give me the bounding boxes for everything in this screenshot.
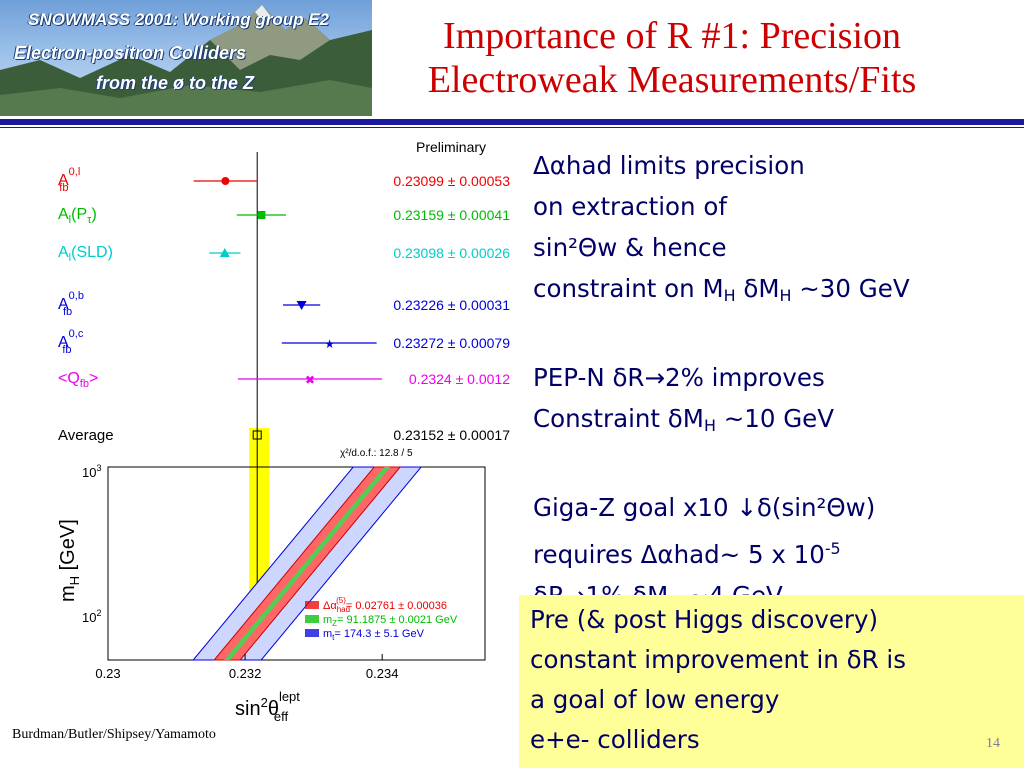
measurement-label: Al(SLD) (58, 244, 113, 264)
lower-frame (107, 466, 486, 661)
measurement-value: 0.2324 ± 0.0012 (409, 371, 510, 387)
callout-box (519, 595, 1024, 768)
bullet-1-line-3: sin²Θw & hence (533, 233, 727, 262)
banner-line-3: from the ø to the Z (96, 73, 254, 93)
title-line-2: Electroweak Measurements/Fits (427, 59, 917, 101)
data-point (257, 211, 266, 219)
banner-line-2: Electron-positron Colliders (14, 43, 247, 63)
bullet-3-line-1: Giga-Z goal x10 ↓δ(sin²Θw) (533, 493, 876, 522)
measurement-label: A0,b fb (58, 290, 84, 318)
callout-line-3: a goal of low energy (530, 685, 780, 714)
y-tick-label-bottom: 102 (82, 608, 101, 625)
mountain-landscape-image (0, 5, 372, 116)
measurement-row: Al(Pτ) 0.23159 ± 0.00041 (58, 206, 510, 226)
electroweak-fit-plot: Preliminary A0,l fb 0.23099 ± 0.00053 Al(Pτ… (57, 139, 510, 724)
average-value: 0.23152 ± 0.00017 (393, 427, 510, 443)
callout-line-4: e+e- colliders (530, 725, 700, 754)
x-axis-label: sin2θlept eff (235, 689, 300, 724)
slide-title: Importance of R #1: Precision Electrowea… (372, 14, 972, 102)
average-label: Average (58, 427, 114, 444)
measurement-label: <Qfb> (58, 370, 98, 390)
bullet-text: Δαhad limits precision on extraction of … (533, 145, 1023, 623)
measurement-row: Al(SLD) 0.23098 ± 0.00026 (58, 244, 510, 264)
legend-entry: Δαhad(5)= 0.02761 ± 0.00036 (323, 596, 447, 614)
title-line-1: Importance of R #1: Precision (442, 15, 901, 57)
mz-band (224, 467, 391, 660)
x-tick-label: 0.234 (366, 666, 399, 681)
bullet-2-line-2: Constraint δMH ~10 GeV (533, 404, 835, 435)
measurement-row: <Qfb> ✖ 0.2324 ± 0.0012 (58, 370, 510, 390)
average-marker (252, 430, 262, 440)
legend-swatch (305, 615, 319, 623)
measurement-label: A0,l fb (58, 166, 80, 194)
measurement-value: 0.23159 ± 0.00041 (393, 207, 510, 223)
bullet-1-line-4: constraint on MH δMH ~30 GeV (533, 274, 910, 305)
callout-text: Pre (& post Higgs discovery) constant im… (530, 600, 1020, 760)
measurement-row: A0,c fb ★ 0.23272 ± 0.00079 (58, 328, 510, 356)
bullet-1-line-2: on extraction of (533, 192, 727, 221)
bullet-3-line-2: requires Δαhad~ 5 x 10-5 (533, 539, 841, 569)
data-point: ★ (324, 337, 335, 351)
banner-line-1: SNOWMASS 2001: Working group E2 (28, 10, 330, 29)
data-point (296, 301, 307, 310)
measurement-label: Al(Pτ) (58, 206, 97, 226)
author-footer: Burdman/Butler/Shipsey/Yamamoto (12, 727, 216, 742)
legend-entry: mt= 174.3 ± 5.1 GeV (323, 628, 425, 642)
preliminary-label: Preliminary (416, 139, 486, 155)
measurement-value: 0.23272 ± 0.00079 (393, 335, 510, 351)
legend-entry: mZ= 91.1875 ± 0.0021 GeV (323, 614, 458, 628)
legend-swatch (305, 629, 319, 637)
x-tick-label: 0.232 (229, 666, 262, 681)
y-tick-label-top: 103 (82, 463, 101, 480)
bullet-2-line-1: PEP-N δR→2% improves (533, 363, 825, 392)
legend-swatch (305, 601, 319, 609)
chi2-label: χ²/d.o.f.: 12.8 / 5 (340, 448, 413, 459)
title-divider (0, 119, 1024, 125)
header-banner: SNOWMASS 2001: Working group E2 Electron… (0, 0, 372, 116)
callout-line-2: constant improvement in δR is (530, 645, 906, 674)
y-axis-label: mH [GeV] (57, 519, 82, 602)
x-tick-label: 0.23 (95, 666, 120, 681)
data-point: ✖ (305, 373, 315, 387)
title-divider-thin (0, 127, 1024, 128)
bullet-1-line-1: Δαhad limits precision (533, 151, 805, 180)
data-point (219, 248, 230, 257)
data-point (221, 177, 230, 185)
callout-line-1: Pre (& post Higgs discovery) (530, 605, 879, 634)
measurement-rows: A0,l fb 0.23099 ± 0.00053 Al(Pτ) 0.23159 ± 0… (58, 152, 510, 650)
measurement-value: 0.23099 ± 0.00053 (393, 173, 510, 189)
measurement-row: A0,l fb 0.23099 ± 0.00053 (58, 166, 510, 194)
measurement-value: 0.23098 ± 0.00026 (393, 245, 510, 261)
page-number: 14 (986, 736, 1000, 751)
measurement-value: 0.23226 ± 0.00031 (393, 297, 510, 313)
measurement-label: A0,c fb (58, 328, 84, 356)
measurement-row: A0,b fb 0.23226 ± 0.00031 (58, 290, 510, 318)
